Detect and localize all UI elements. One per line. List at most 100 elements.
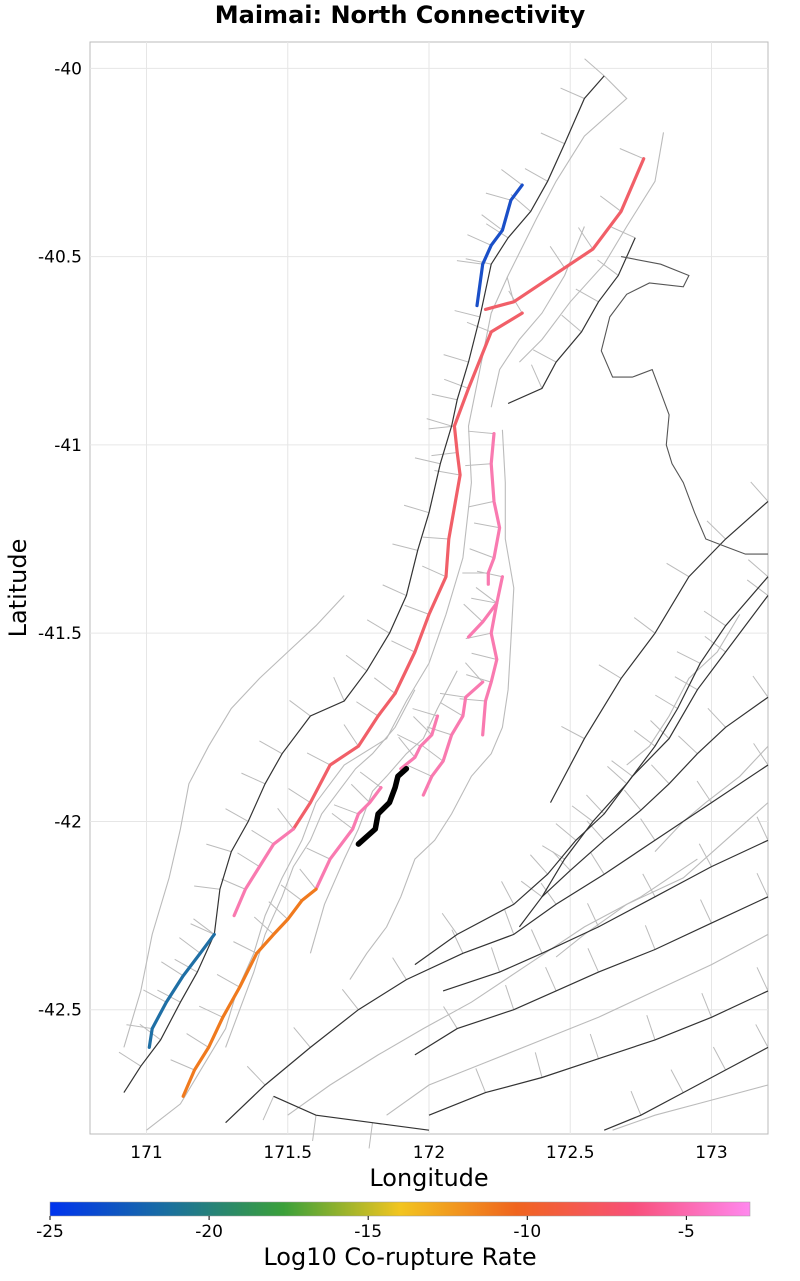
section-rung — [465, 463, 492, 467]
section-rung — [299, 868, 317, 890]
section-rung — [426, 418, 452, 427]
colorbar-tick-label: -20 — [195, 1222, 223, 1242]
section-rung — [756, 816, 769, 841]
section-outline — [349, 429, 515, 980]
section-rung — [225, 808, 249, 822]
section-rung — [704, 636, 726, 653]
fault-trace — [541, 696, 769, 898]
section-rung — [246, 1065, 266, 1086]
section-rung — [755, 1024, 769, 1048]
section-rung — [356, 701, 379, 717]
section-rung — [505, 984, 515, 1010]
section-rung — [277, 808, 294, 830]
section-outline — [654, 745, 769, 852]
ruptured-sections — [147, 157, 646, 1098]
section-rung — [698, 843, 712, 867]
ruptured-section — [399, 714, 440, 771]
section-rung — [756, 872, 769, 897]
section-rung — [289, 700, 311, 717]
section-rung — [475, 587, 498, 604]
section-rung — [589, 1033, 599, 1059]
map-title: Maimai: North Connectivity — [214, 1, 586, 29]
section-rung — [530, 854, 549, 875]
section-rung — [412, 708, 438, 717]
section-rung — [623, 789, 642, 811]
section-outline — [123, 595, 345, 1048]
section-rung — [422, 536, 449, 540]
x-tick-label: 171 — [130, 1143, 162, 1163]
section-rung — [280, 884, 303, 901]
fault-trace — [414, 595, 769, 966]
section-rung — [633, 730, 656, 747]
ruptured-section — [314, 785, 383, 891]
fault-trace — [442, 839, 769, 992]
section-rung — [571, 805, 594, 822]
y-tick-label: -40 — [54, 59, 82, 79]
section-rung — [413, 716, 433, 736]
section-rung — [485, 192, 512, 201]
section-rung — [644, 925, 656, 950]
selected-section-line — [355, 765, 410, 847]
section-rung — [490, 947, 501, 973]
section-rung — [345, 654, 368, 672]
section-rung — [443, 354, 469, 363]
y-axis-title: Latitude — [4, 539, 32, 638]
section-rung — [170, 1059, 195, 1071]
fault-trace — [507, 237, 636, 405]
section-rung — [391, 640, 416, 653]
section-rung — [501, 169, 523, 186]
section-rung — [199, 1005, 223, 1018]
selected-section — [355, 765, 410, 847]
section-rung — [404, 604, 430, 615]
section-rung — [532, 349, 557, 363]
section-rung — [473, 522, 500, 529]
fault-trace — [451, 75, 605, 427]
section-rung — [485, 223, 509, 239]
section-rung — [422, 565, 447, 578]
colorbar-tick-label: -25 — [36, 1222, 64, 1242]
section-rung — [549, 246, 566, 269]
section-rung — [259, 740, 283, 755]
section-rung — [237, 852, 260, 868]
section-rung — [467, 234, 492, 246]
section-rung — [651, 764, 670, 785]
section-rung — [600, 195, 622, 212]
section-rung — [619, 148, 644, 160]
section-rung — [451, 929, 464, 954]
section-rung — [540, 132, 565, 145]
section-rung — [428, 425, 455, 430]
section-rung — [194, 885, 221, 890]
fault-traces — [123, 75, 769, 1131]
section-rung — [584, 58, 605, 77]
section-rung — [463, 603, 484, 623]
section-rung — [504, 909, 515, 935]
section-rung — [392, 543, 418, 551]
coastline-line — [600, 256, 768, 555]
section-rung — [630, 1090, 642, 1116]
section-rung — [524, 168, 548, 182]
fault-trace — [549, 500, 769, 803]
section-rung — [206, 843, 232, 853]
section-rung — [753, 743, 769, 766]
section-rung — [382, 584, 407, 596]
section-rung — [607, 766, 628, 785]
fault-trace — [414, 896, 769, 1056]
section-rung — [586, 794, 605, 815]
section-rung — [700, 899, 712, 924]
section-rung — [374, 677, 396, 694]
section-rung — [545, 966, 557, 992]
section-rung — [589, 851, 605, 875]
ruptured-section — [393, 311, 524, 696]
grid-lines — [90, 42, 768, 1134]
section-rung — [756, 967, 769, 992]
x-tick-label: 173 — [695, 1143, 727, 1163]
section-rung — [501, 881, 515, 905]
section-rung — [598, 664, 622, 679]
section-rung — [471, 597, 497, 604]
colorbar-tick-label: -10 — [513, 1222, 541, 1242]
section-outline — [287, 858, 698, 1116]
y-tick-label: -41.5 — [38, 624, 82, 644]
section-rung — [465, 662, 484, 683]
y-tick-label: -42 — [54, 812, 82, 832]
section-outline — [309, 670, 458, 954]
